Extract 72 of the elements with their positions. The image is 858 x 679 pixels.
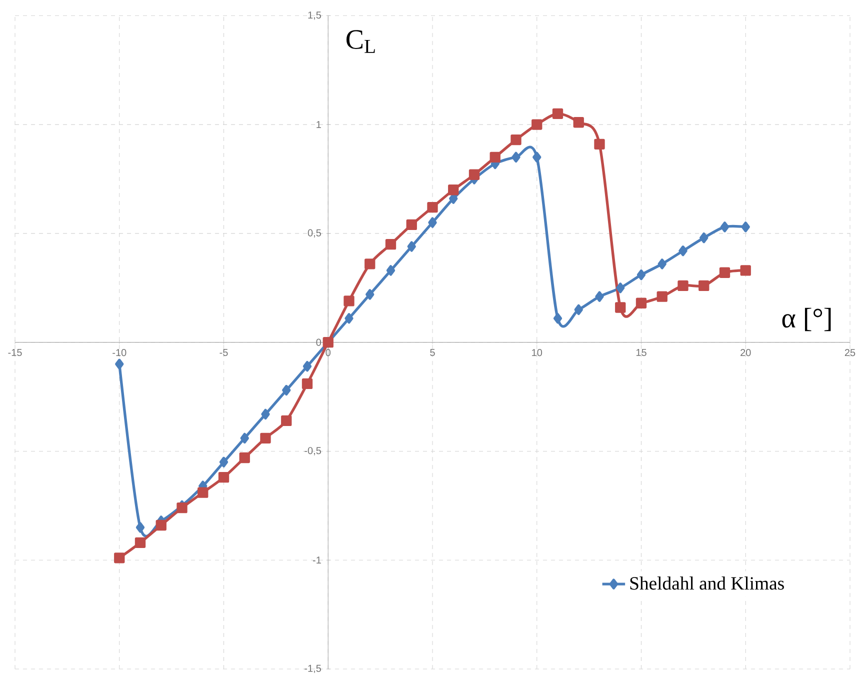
point xyxy=(678,280,688,292)
point xyxy=(741,222,750,232)
point xyxy=(366,289,374,300)
y-tick-label: 1 xyxy=(316,121,321,128)
point xyxy=(364,258,376,270)
x-tick-label: -15 xyxy=(8,349,22,356)
x-tick-label: 15 xyxy=(636,349,646,356)
y-tick-label: -1 xyxy=(312,556,321,564)
x-tick-label: -5 xyxy=(220,349,228,356)
point xyxy=(700,232,708,244)
point xyxy=(720,222,730,232)
y-tick-label: 0,5 xyxy=(308,229,321,238)
x-tick-label: 25 xyxy=(844,349,856,356)
point xyxy=(616,282,625,294)
point xyxy=(573,117,584,128)
y-axis-title: C$_{L}$ xyxy=(346,30,375,53)
point xyxy=(386,265,396,276)
point xyxy=(740,265,751,276)
point xyxy=(136,522,145,533)
x-tick-label: 0 xyxy=(326,349,331,356)
point xyxy=(532,152,542,163)
point xyxy=(532,119,542,130)
point xyxy=(656,291,668,302)
point xyxy=(281,415,292,426)
point xyxy=(261,408,270,420)
point xyxy=(406,219,417,230)
point xyxy=(282,384,291,396)
point xyxy=(385,238,396,250)
point xyxy=(344,313,354,324)
point xyxy=(636,269,646,280)
point xyxy=(240,432,249,444)
x-tick-label: 10 xyxy=(532,349,542,356)
x-axis-title: α [°] xyxy=(782,308,831,332)
point xyxy=(615,302,626,313)
point xyxy=(239,452,250,464)
point xyxy=(636,298,647,308)
point xyxy=(428,217,437,228)
point xyxy=(594,138,605,150)
legend-label: Sheldahl and Klimas xyxy=(630,576,784,590)
point xyxy=(407,241,416,252)
point xyxy=(512,152,520,163)
point xyxy=(219,456,228,468)
point xyxy=(427,202,438,213)
y-tick-label: -0,5 xyxy=(304,447,321,456)
point xyxy=(595,291,604,302)
point xyxy=(698,280,710,292)
point xyxy=(114,552,125,564)
y-tick-label: 1,5 xyxy=(308,12,321,20)
point xyxy=(552,108,564,119)
point xyxy=(198,487,208,498)
point xyxy=(302,378,313,390)
point xyxy=(302,360,312,372)
point xyxy=(260,432,271,444)
point xyxy=(176,502,188,514)
point xyxy=(678,246,688,256)
point xyxy=(658,258,666,270)
point xyxy=(468,169,480,180)
x-tick-label: 20 xyxy=(740,349,751,356)
point xyxy=(134,537,146,548)
point xyxy=(115,358,124,370)
x-tick-label: -10 xyxy=(112,349,126,356)
y-tick-label: -1,5 xyxy=(304,664,321,674)
point xyxy=(344,296,354,306)
point xyxy=(719,267,730,278)
point xyxy=(218,472,230,483)
point xyxy=(553,313,562,324)
point xyxy=(490,152,500,163)
point xyxy=(156,520,166,531)
x-tick-label: 5 xyxy=(430,349,435,356)
point xyxy=(448,184,459,196)
point xyxy=(574,304,583,315)
point xyxy=(510,134,522,146)
